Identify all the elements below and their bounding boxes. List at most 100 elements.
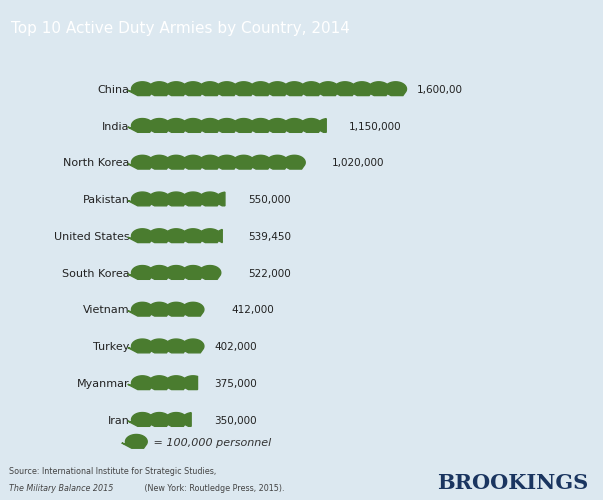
Text: The Military Balance 2015: The Military Balance 2015 bbox=[9, 484, 113, 492]
Polygon shape bbox=[246, 156, 271, 169]
Polygon shape bbox=[347, 82, 373, 96]
Polygon shape bbox=[145, 192, 170, 206]
Polygon shape bbox=[128, 192, 153, 206]
Polygon shape bbox=[162, 376, 187, 390]
Polygon shape bbox=[229, 82, 254, 96]
Polygon shape bbox=[246, 118, 271, 132]
Text: Pakistan: Pakistan bbox=[83, 195, 130, 205]
Polygon shape bbox=[195, 192, 221, 206]
Text: = 100,000 personnel: = 100,000 personnel bbox=[150, 438, 271, 448]
Polygon shape bbox=[128, 82, 153, 96]
Polygon shape bbox=[128, 266, 153, 280]
Polygon shape bbox=[297, 82, 322, 96]
Text: South Korea: South Korea bbox=[62, 268, 130, 278]
Text: 350,000: 350,000 bbox=[214, 416, 257, 426]
Polygon shape bbox=[162, 412, 187, 426]
Polygon shape bbox=[162, 229, 187, 242]
Text: Iran: Iran bbox=[108, 416, 130, 426]
Polygon shape bbox=[145, 412, 170, 426]
Polygon shape bbox=[178, 156, 204, 169]
Text: 402,000: 402,000 bbox=[214, 342, 257, 352]
Polygon shape bbox=[145, 229, 170, 242]
Polygon shape bbox=[314, 118, 326, 132]
Polygon shape bbox=[122, 434, 147, 448]
Text: 1,020,000: 1,020,000 bbox=[332, 158, 385, 168]
Polygon shape bbox=[178, 229, 204, 242]
Text: North Korea: North Korea bbox=[63, 158, 130, 168]
Polygon shape bbox=[178, 339, 204, 353]
Polygon shape bbox=[162, 339, 187, 353]
Polygon shape bbox=[128, 302, 153, 316]
Polygon shape bbox=[381, 82, 406, 96]
Polygon shape bbox=[297, 159, 302, 166]
Polygon shape bbox=[229, 156, 254, 169]
Text: 522,000: 522,000 bbox=[248, 268, 291, 278]
Polygon shape bbox=[212, 82, 238, 96]
Polygon shape bbox=[212, 230, 223, 242]
Polygon shape bbox=[162, 156, 187, 169]
Polygon shape bbox=[212, 118, 238, 132]
Polygon shape bbox=[145, 118, 170, 132]
Polygon shape bbox=[263, 118, 288, 132]
Polygon shape bbox=[195, 311, 198, 312]
Polygon shape bbox=[280, 118, 305, 132]
Polygon shape bbox=[280, 156, 305, 169]
Polygon shape bbox=[178, 192, 204, 206]
Polygon shape bbox=[246, 82, 271, 96]
Text: 1,600,00: 1,600,00 bbox=[417, 85, 463, 95]
Polygon shape bbox=[195, 118, 221, 132]
Polygon shape bbox=[162, 302, 187, 316]
Polygon shape bbox=[178, 412, 191, 426]
Text: Top 10 Active Duty Armies by Country, 2014: Top 10 Active Duty Armies by Country, 20… bbox=[11, 20, 350, 36]
Polygon shape bbox=[195, 156, 221, 169]
Polygon shape bbox=[263, 82, 288, 96]
Text: (New York: Routledge Press, 2015).: (New York: Routledge Press, 2015). bbox=[142, 484, 284, 492]
Polygon shape bbox=[195, 266, 221, 280]
Text: BROOKINGS: BROOKINGS bbox=[437, 474, 588, 494]
Polygon shape bbox=[145, 82, 170, 96]
Polygon shape bbox=[178, 376, 198, 390]
Text: China: China bbox=[98, 85, 130, 95]
Polygon shape bbox=[145, 302, 170, 316]
Polygon shape bbox=[145, 376, 170, 390]
Text: United States: United States bbox=[54, 232, 130, 242]
Polygon shape bbox=[364, 82, 390, 96]
Polygon shape bbox=[162, 118, 187, 132]
Polygon shape bbox=[330, 82, 356, 96]
Text: India: India bbox=[102, 122, 130, 132]
Polygon shape bbox=[212, 268, 218, 277]
Polygon shape bbox=[314, 82, 339, 96]
Text: Source: International Institute for Strategic Studies,: Source: International Institute for Stra… bbox=[9, 467, 219, 476]
Polygon shape bbox=[212, 156, 238, 169]
Polygon shape bbox=[178, 118, 204, 132]
Text: Vietnam: Vietnam bbox=[83, 306, 130, 316]
Polygon shape bbox=[178, 266, 204, 280]
Polygon shape bbox=[178, 302, 204, 316]
Text: 539,450: 539,450 bbox=[248, 232, 291, 242]
Polygon shape bbox=[280, 82, 305, 96]
Polygon shape bbox=[162, 192, 187, 206]
Polygon shape bbox=[162, 266, 187, 280]
Text: 412,000: 412,000 bbox=[231, 306, 274, 316]
Polygon shape bbox=[212, 192, 225, 206]
Polygon shape bbox=[195, 82, 221, 96]
Polygon shape bbox=[162, 82, 187, 96]
Polygon shape bbox=[128, 156, 153, 169]
Polygon shape bbox=[195, 229, 221, 242]
Text: Turkey: Turkey bbox=[93, 342, 130, 352]
Polygon shape bbox=[229, 118, 254, 132]
Polygon shape bbox=[145, 156, 170, 169]
Polygon shape bbox=[178, 82, 204, 96]
Text: 550,000: 550,000 bbox=[248, 195, 291, 205]
Polygon shape bbox=[263, 156, 288, 169]
Text: 375,000: 375,000 bbox=[214, 379, 257, 389]
Polygon shape bbox=[145, 266, 170, 280]
Polygon shape bbox=[128, 412, 153, 426]
Polygon shape bbox=[128, 118, 153, 132]
Polygon shape bbox=[128, 339, 153, 353]
Polygon shape bbox=[128, 376, 153, 390]
Text: 1,150,000: 1,150,000 bbox=[349, 122, 402, 132]
Polygon shape bbox=[297, 118, 322, 132]
Text: Myanmar: Myanmar bbox=[77, 379, 130, 389]
Polygon shape bbox=[128, 229, 153, 242]
